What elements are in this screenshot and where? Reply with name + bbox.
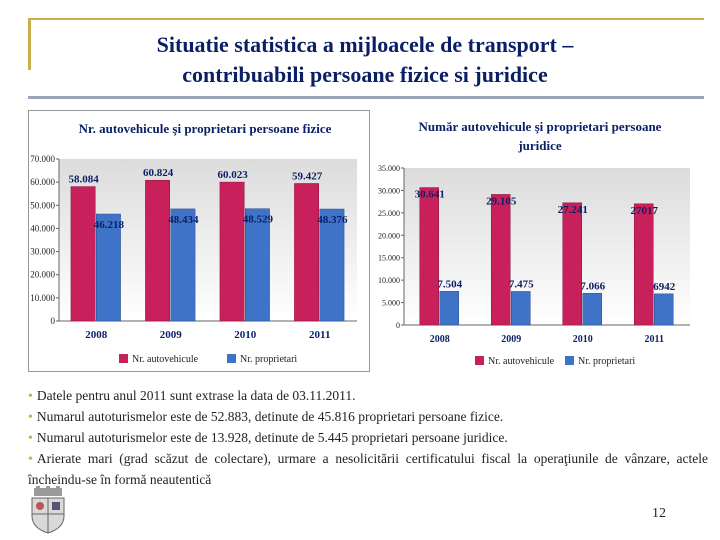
y-tick-label: 40.000 xyxy=(30,223,55,233)
note-text: Numarul autoturismelor este de 52.883, d… xyxy=(36,409,504,424)
data-label: 27.241 xyxy=(558,204,588,216)
data-label: 59.427 xyxy=(292,170,323,182)
data-label: 7.504 xyxy=(437,278,462,290)
chart-persoane-juridice-svg: Număr autovehicule şi proprietari persoa… xyxy=(378,119,690,367)
y-tick-label: 0 xyxy=(51,316,56,326)
legend-label-proprietari: Nr. proprietari xyxy=(578,356,635,367)
data-label: 48.434 xyxy=(168,214,199,226)
y-tick-label: 30.000 xyxy=(30,247,55,257)
y-tick-label: 20.000 xyxy=(30,270,55,280)
data-label: 29.105 xyxy=(486,195,517,207)
note-item: • Arierate mari (grad scăzut de colectare… xyxy=(28,449,708,490)
x-tick-label: 2008 xyxy=(85,329,108,341)
title-line-2: contribuabili persoane fizice si juridic… xyxy=(182,62,548,87)
bar-proprietari xyxy=(511,291,531,326)
y-tick-label: 50.000 xyxy=(30,200,55,210)
x-tick-label: 2010 xyxy=(573,334,593,345)
bullet-icon: • xyxy=(28,389,33,404)
x-tick-label: 2009 xyxy=(501,334,521,345)
note-text: Arierate mari (grad scăzut de colectare)… xyxy=(28,451,708,487)
title-frame-top xyxy=(28,18,704,20)
legend-swatch-proprietari xyxy=(565,356,574,365)
chart-title: Număr autovehicule şi proprietari persoa… xyxy=(419,119,662,134)
legend-label-autovehicule: Nr. autovehicule xyxy=(488,356,555,367)
bullet-icon: • xyxy=(28,452,33,467)
bar-autovehicule xyxy=(70,186,96,322)
bar-autovehicule xyxy=(562,202,582,326)
y-tick-label: 5.000 xyxy=(382,299,400,308)
bar-proprietari xyxy=(439,291,460,326)
data-label: 48.529 xyxy=(243,214,274,226)
title-frame-left xyxy=(28,18,31,70)
bar-autovehicule xyxy=(633,203,654,326)
y-tick-label: 10.000 xyxy=(30,293,55,303)
x-tick-label: 2009 xyxy=(160,329,183,341)
coat-of-arms-icon xyxy=(31,486,65,534)
chart-persoane-fizice-svg: Nr. autovehicule şi proprietari persoane… xyxy=(30,121,357,365)
chart-title: juridice xyxy=(517,138,562,153)
title-divider xyxy=(28,96,704,99)
data-label: 60.023 xyxy=(217,169,248,181)
legend-label-proprietari: Nr. proprietari xyxy=(240,354,297,365)
title-line-1: Situatie statistica a mijloacele de tran… xyxy=(156,32,574,57)
legend-swatch-autovehicule xyxy=(119,354,128,363)
legend-swatch-autovehicule xyxy=(475,356,484,365)
chart-persoane-juridice: Număr autovehicule şi proprietari persoa… xyxy=(370,110,704,375)
data-label: 7.066 xyxy=(580,280,605,292)
y-tick-label: 20.000 xyxy=(378,231,400,240)
legend-swatch-proprietari xyxy=(227,354,236,363)
data-label: 27017 xyxy=(630,205,658,217)
x-tick-label: 2010 xyxy=(234,329,257,341)
bullet-icon: • xyxy=(28,410,33,425)
note-item: • Numarul autoturismelor este de 52.883, … xyxy=(28,407,708,428)
data-label: 6942 xyxy=(653,281,676,293)
data-label: 46.218 xyxy=(94,219,125,231)
note-text: Numarul autoturismelor este de 13.928, d… xyxy=(36,430,508,445)
bar-proprietari xyxy=(245,208,270,322)
y-tick-label: 10.000 xyxy=(378,276,400,285)
bar-proprietari xyxy=(654,293,674,326)
bar-autovehicule xyxy=(145,179,170,322)
bullet-icon: • xyxy=(28,431,33,446)
data-label: 48.376 xyxy=(317,214,348,226)
x-tick-label: 2011 xyxy=(645,334,664,345)
y-tick-label: 35.000 xyxy=(378,164,400,173)
bar-proprietari xyxy=(170,208,196,322)
bar-autovehicule xyxy=(490,194,511,326)
data-label: 60.824 xyxy=(143,167,174,179)
chart-persoane-fizice: Nr. autovehicule şi proprietari persoane… xyxy=(28,110,370,372)
bar-autovehicule xyxy=(219,181,245,322)
y-tick-label: 25.000 xyxy=(378,209,400,218)
y-tick-label: 15.000 xyxy=(378,254,400,263)
y-tick-label: 30.000 xyxy=(378,186,400,195)
bar-autovehicule xyxy=(294,183,320,322)
bar-proprietari xyxy=(319,208,345,322)
bar-proprietari xyxy=(96,213,121,322)
data-label: 30.641 xyxy=(415,189,445,201)
page-number: 12 xyxy=(652,506,666,521)
x-tick-label: 2008 xyxy=(430,334,450,345)
y-tick-label: 70.000 xyxy=(30,154,55,164)
y-tick-label: 60.000 xyxy=(30,177,55,187)
note-text: Datele pentru anul 2011 sunt extrase la … xyxy=(36,388,356,403)
note-item: • Datele pentru anul 2011 sunt extrase la… xyxy=(28,386,708,407)
notes-list: • Datele pentru anul 2011 sunt extrase la… xyxy=(28,386,708,490)
x-tick-label: 2011 xyxy=(309,329,330,341)
legend-label-autovehicule: Nr. autovehicule xyxy=(132,354,199,365)
y-tick-label: 0 xyxy=(396,321,400,330)
bar-autovehicule xyxy=(419,187,439,326)
data-label: 58.084 xyxy=(68,174,99,186)
data-label: 7.475 xyxy=(509,278,534,290)
bar-proprietari xyxy=(582,293,603,326)
slide-title: Situatie statistica a mijloacele de tran… xyxy=(40,30,690,90)
chart-title: Nr. autovehicule şi proprietari persoane… xyxy=(79,121,332,136)
note-item: • Numarul autoturismelor este de 13.928, … xyxy=(28,428,708,449)
